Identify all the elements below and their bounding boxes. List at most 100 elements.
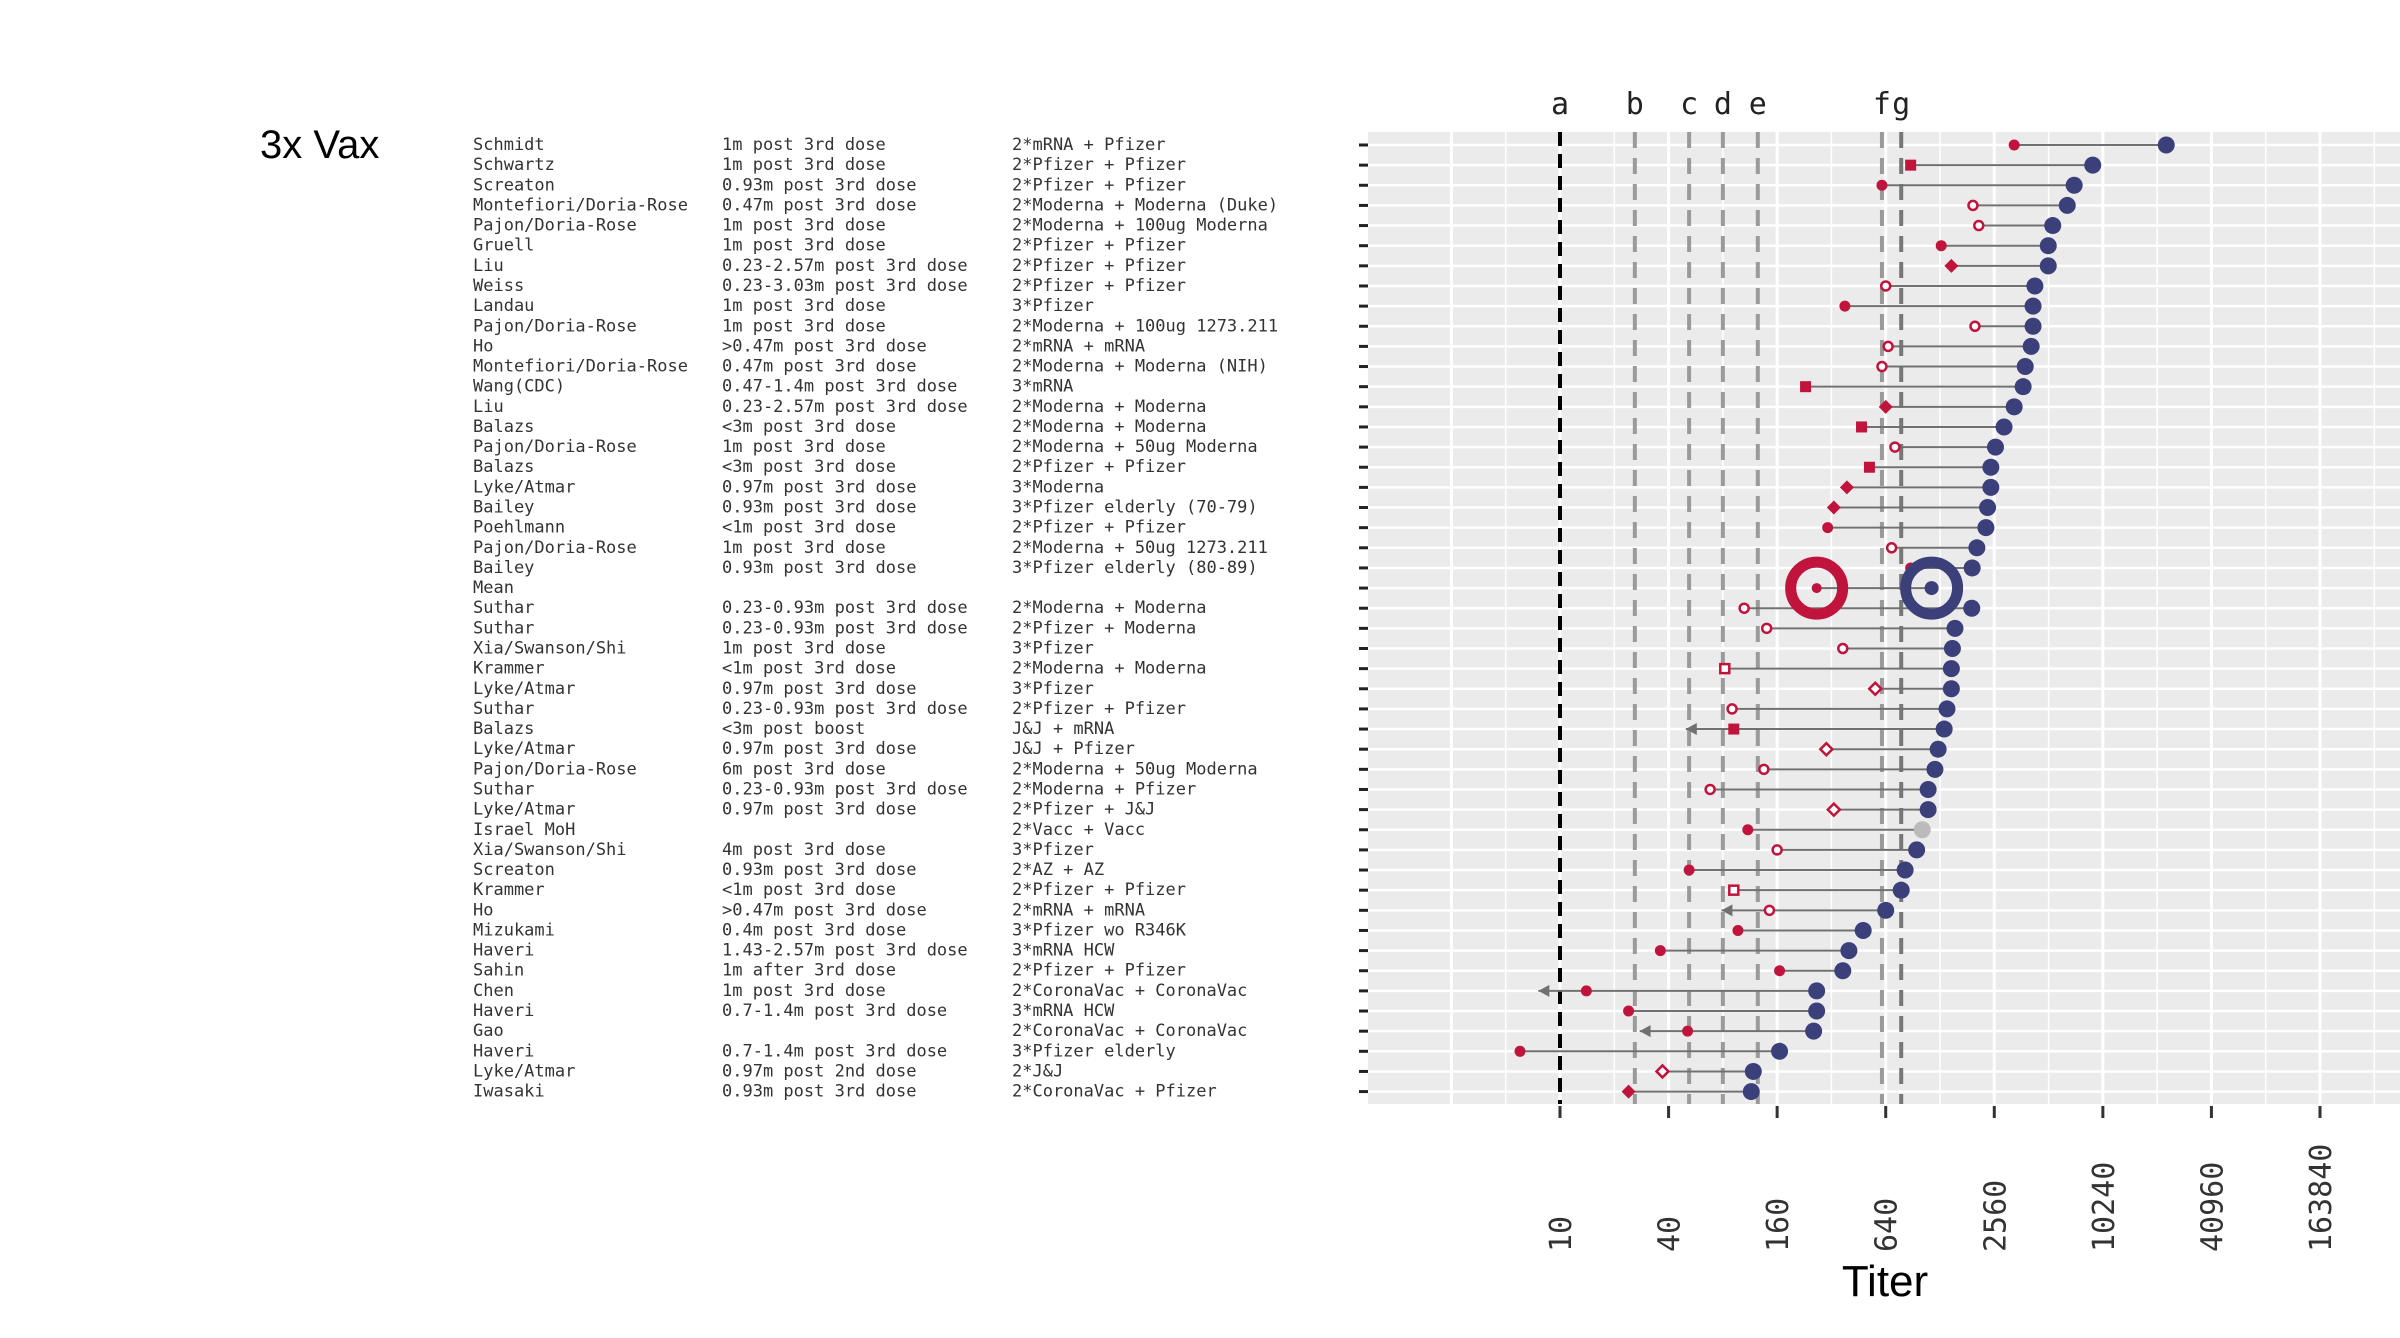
table-cell: 2*Moderna + Pfizer: [1012, 779, 1196, 799]
table-cell: 4m post 3rd dose: [722, 840, 886, 860]
red-point: [1867, 681, 1884, 697]
blue-point: [1982, 478, 2000, 496]
table-cell: 2*mRNA + mRNA: [1012, 336, 1145, 356]
red-point: [1863, 461, 1875, 473]
red-point: [1878, 399, 1893, 414]
red-point: [1728, 723, 1740, 735]
red-point: [1728, 884, 1740, 896]
table-cell: <3m post 3rd dose: [722, 417, 896, 437]
table-cell: 0.23-3.03m post 3rd dose: [722, 276, 968, 296]
blue-point: [1919, 801, 1937, 819]
red-point: [1826, 500, 1841, 515]
x-tick-label: 160: [1761, 1198, 1796, 1252]
table-cell: Mean: [473, 578, 514, 598]
mean-blue-center: [1924, 581, 1939, 596]
table-cell: 6m post 3rd dose: [722, 759, 886, 779]
reference-line-label: b: [1626, 87, 1644, 122]
table-cell: 2*CoronaVac + Pfizer: [1012, 1082, 1217, 1102]
table-cell: Israel MoH: [473, 820, 575, 840]
table-cell: 0.93m post 3rd dose: [722, 175, 916, 195]
table-cell: Haveri: [473, 1001, 534, 1021]
table-cell: 0.23-0.93m post 3rd dose: [722, 699, 968, 719]
red-point: [1882, 340, 1894, 353]
blue-point: [1938, 700, 1956, 718]
table-cell: 1.43-2.57m post 3rd dose: [722, 941, 968, 961]
table-cell: 3*mRNA: [1012, 377, 1073, 397]
table-cell: 0.93m post 3rd dose: [722, 558, 916, 578]
red-point: [1837, 642, 1849, 655]
table-cell: 2*Pfizer + Pfizer: [1012, 457, 1186, 477]
table-cell: Poehlmann: [473, 518, 565, 538]
blue-point: [1913, 821, 1931, 839]
table-cell: 2*mRNA + Pfizer: [1012, 135, 1166, 155]
red-point: [1800, 381, 1812, 393]
lod-arrow: [1721, 904, 1733, 917]
reference-line-label: g: [1892, 87, 1910, 122]
red-point: [2008, 139, 2020, 151]
table-cell: 1m post 3rd dose: [722, 981, 886, 1001]
red-point: [1879, 280, 1892, 292]
blue-point: [1963, 599, 1981, 617]
points: [1514, 136, 2175, 1101]
red-point: [1742, 824, 1754, 836]
red-point: [1876, 179, 1888, 191]
x-axis-label: Titer: [1842, 1257, 1928, 1306]
red-point: [1763, 904, 1776, 917]
blue-point: [2058, 196, 2076, 214]
table-cell: Montefiori/Doria-Rose: [473, 357, 688, 377]
table-cell: 2*Pfizer + Pfizer: [1012, 236, 1186, 256]
table-cell: 2*AZ + AZ: [1012, 860, 1104, 880]
red-point: [1935, 240, 1947, 252]
table-cell: 0.23-0.93m post 3rd dose: [722, 598, 968, 618]
table-cell: 2*Moderna + 100ug 1273.211: [1012, 316, 1278, 336]
table-cell: 0.23-0.93m post 3rd dose: [722, 618, 968, 638]
red-point: [1704, 783, 1716, 796]
red-point: [1822, 522, 1834, 534]
table-cell: 2*Pfizer + Pfizer: [1012, 256, 1186, 276]
table-cell: Suthar: [473, 699, 534, 719]
table-cell: 2*Moderna + 50ug 1273.211: [1012, 538, 1268, 558]
x-tick-label: 10240: [2087, 1162, 2122, 1252]
table-cell: 1m post 3rd dose: [722, 437, 886, 457]
table-cell: 3*mRNA HCW: [1012, 1001, 1115, 1021]
blue-point: [1943, 640, 1961, 657]
blue-point: [1771, 1042, 1789, 1060]
blue-point: [1805, 1022, 1823, 1040]
table-cell: <1m post 3rd dose: [722, 518, 896, 538]
red-point: [1771, 844, 1783, 856]
table-cell: 3*Pfizer: [1012, 679, 1094, 699]
table-cell: Screaton: [473, 175, 555, 195]
red-point: [1758, 763, 1770, 776]
table-cell: Balazs: [473, 719, 534, 739]
red-point: [1760, 622, 1773, 635]
blue-point: [2016, 358, 2034, 376]
blue-point: [1977, 519, 1995, 537]
table-cell: <1m post 3rd dose: [722, 880, 896, 900]
blue-point: [2005, 398, 2023, 416]
table-cell: Haveri: [473, 1041, 534, 1061]
table-cell: 2*Moderna + 50ug Moderna: [1012, 759, 1258, 779]
table-cell: Suthar: [473, 779, 534, 799]
table-cell: 3*Pfizer elderly (70-79): [1012, 498, 1258, 518]
table-cell: 3*Pfizer elderly (80-89): [1012, 558, 1258, 578]
table-cell: Lyke/Atmar: [473, 679, 575, 699]
table-cell: 2*Moderna + Moderna (Duke): [1012, 195, 1278, 215]
mean-red-center: [1811, 583, 1822, 594]
table-cell: 1m post 3rd dose: [722, 216, 886, 236]
table-cell: Lyke/Atmar: [473, 477, 575, 497]
table-cell: <1m post 3rd dose: [722, 659, 896, 679]
table-cell: 0.97m post 3rd dose: [722, 477, 916, 497]
table-cell: 0.97m post 3rd dose: [722, 679, 916, 699]
table-cell: Schwartz: [473, 155, 555, 175]
blue-point: [1919, 780, 1937, 798]
table-cell: Pajon/Doria-Rose: [473, 316, 637, 336]
blue-point: [2044, 217, 2062, 235]
table-cell: <3m post 3rd dose: [722, 457, 896, 477]
table-cell: 0.47m post 3rd dose: [722, 195, 916, 215]
blue-point: [1834, 962, 1852, 980]
table-cell: 3*mRNA HCW: [1012, 941, 1115, 961]
blue-point: [1742, 1083, 1760, 1101]
table-cell: Mizukami: [473, 920, 555, 940]
blue-point: [1929, 740, 1947, 758]
blue-point: [2084, 156, 2102, 174]
